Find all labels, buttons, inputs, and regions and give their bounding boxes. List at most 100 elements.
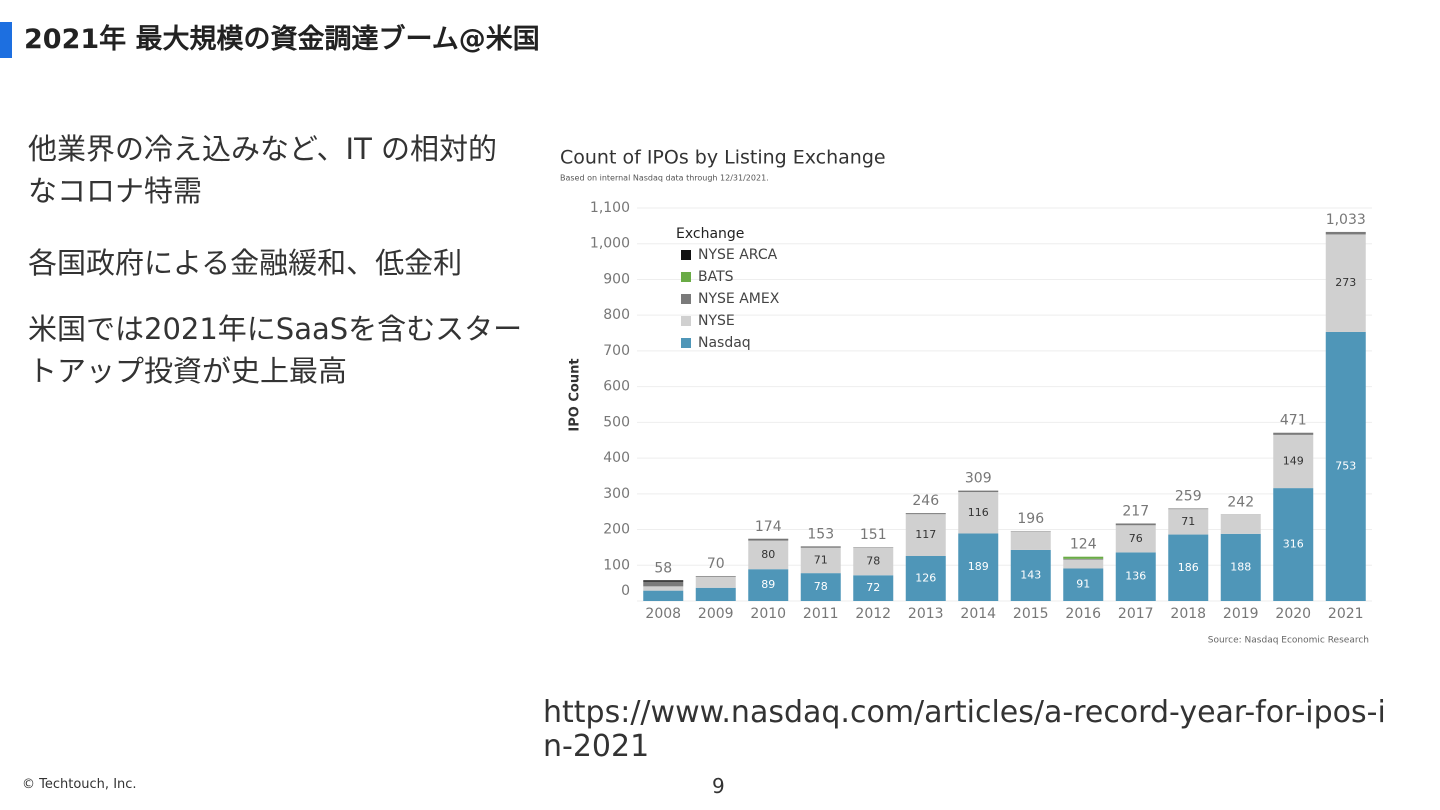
chart-subtitle: Based on internal Nasdaq data through 12… (560, 174, 769, 183)
footer: © Techtouch, Inc. (22, 777, 137, 792)
y-tick-label: 500 (603, 414, 630, 430)
legend-swatch (681, 316, 691, 326)
total-label: 217 (1122, 503, 1149, 519)
bar-segment (1168, 508, 1209, 510)
segment-label: 116 (968, 506, 989, 519)
y-tick-label: 300 (603, 486, 630, 502)
bar-segment (1325, 231, 1366, 235)
y-tick-label: 600 (603, 379, 630, 395)
total-label: 196 (1017, 511, 1044, 527)
chart-title: Count of IPOs by Listing Exchange (560, 147, 886, 169)
bar-segment (643, 581, 684, 587)
y-tick-label: 900 (603, 271, 630, 287)
bar-segment (1010, 531, 1051, 550)
x-tick-label: 2020 (1275, 606, 1311, 622)
total-label: 174 (755, 519, 782, 535)
total-label: 471 (1280, 413, 1307, 429)
y-tick-label: 200 (603, 522, 630, 538)
bar-segment (1168, 534, 1209, 601)
legend-label: Nasdaq (698, 335, 751, 351)
bar-segment (1220, 533, 1261, 601)
legend-label: NYSE AMEX (698, 291, 780, 307)
bar-segment (1115, 552, 1156, 601)
bar-segment (643, 580, 684, 582)
bar-segment (1273, 488, 1314, 601)
bar-segment (695, 587, 736, 601)
segment-label: 188 (1230, 560, 1251, 573)
bar-segment (800, 573, 841, 601)
legend-label: NYSE ARCA (698, 247, 778, 263)
slide-title: 2021年 最大規模の資金調達ブーム@米国 (24, 24, 540, 55)
x-tick-label: 2021 (1328, 606, 1364, 622)
legend-swatch (681, 338, 691, 348)
bar-segment (958, 490, 999, 493)
x-tick-label: 2015 (1013, 606, 1049, 622)
source-url: https://www.nasdaq.com/articles/a-record… (543, 695, 1386, 764)
segment-label: 80 (761, 548, 775, 561)
x-tick-label: 2011 (803, 606, 839, 622)
bar-segment (1168, 509, 1209, 535)
legend-label: NYSE (698, 313, 735, 329)
bullet: 米国では2021年にSaaSを含むスタートアップ投資が史上最高 (28, 312, 523, 388)
x-tick-label: 2012 (855, 606, 891, 622)
segment-label: 149 (1283, 454, 1304, 467)
segment-label: 136 (1125, 570, 1146, 583)
segment-label: 76 (1129, 532, 1143, 545)
segment-label: 753 (1335, 459, 1356, 472)
segment-label: 78 (866, 554, 880, 567)
bar-segment (905, 555, 946, 601)
bar-segment (695, 575, 736, 577)
x-tick-label: 2017 (1118, 606, 1154, 622)
bar-segment (905, 514, 946, 556)
bar-segment (1063, 556, 1104, 559)
bar-segment (748, 540, 789, 570)
bar-segment (1010, 549, 1051, 601)
legend-swatch (681, 250, 691, 260)
legend-swatch (681, 294, 691, 304)
total-label: 1,033 (1326, 212, 1366, 228)
segment-label: 273 (1335, 276, 1356, 289)
segment-label: 89 (761, 578, 775, 591)
bar-segment (800, 547, 841, 574)
legend-title: Exchange (676, 226, 744, 242)
segment-label: 189 (968, 560, 989, 573)
segment-label: 78 (814, 580, 828, 593)
y-tick-label: 1,000 (590, 236, 630, 252)
x-tick-label: 2014 (960, 606, 996, 622)
bar-segment (1063, 558, 1104, 560)
segment-label: 71 (814, 553, 828, 566)
bar-segment (643, 590, 684, 601)
total-label: 58 (654, 560, 672, 576)
total-label: 153 (807, 526, 834, 542)
x-tick-label: 2013 (908, 606, 944, 622)
total-label: 246 (912, 493, 939, 509)
total-label: 259 (1175, 488, 1202, 504)
total-label: 242 (1227, 495, 1254, 511)
legend-swatch (681, 272, 691, 282)
bar-segment (1273, 432, 1314, 435)
bar-segment (1325, 331, 1366, 601)
page-number: 9 (712, 774, 725, 798)
bar-segment (1063, 568, 1104, 601)
segment-label: 316 (1283, 538, 1304, 551)
bar-segment (1325, 234, 1366, 332)
x-tick-label: 2010 (750, 606, 786, 622)
bullet: 各国政府による金融緩和、低金利 (28, 246, 463, 280)
segment-label: 117 (915, 528, 936, 541)
segment-label: 72 (866, 581, 880, 594)
bar-segment (905, 513, 946, 515)
chart-source: Source: Nasdaq Economic Research (1208, 636, 1369, 646)
total-label: 124 (1070, 537, 1097, 553)
legend-label: BATS (698, 269, 734, 285)
total-label: 151 (860, 527, 887, 543)
bar-segment (853, 547, 894, 576)
y-tick-label: 400 (603, 450, 630, 466)
title-accent (0, 22, 12, 58)
y-tick-label: 100 (603, 557, 630, 573)
y-tick-label: 800 (603, 307, 630, 323)
y-tick-label: 0 (621, 583, 630, 599)
bar-segment (800, 546, 841, 548)
segment-label: 91 (1076, 578, 1090, 591)
x-tick-label: 2019 (1223, 606, 1259, 622)
